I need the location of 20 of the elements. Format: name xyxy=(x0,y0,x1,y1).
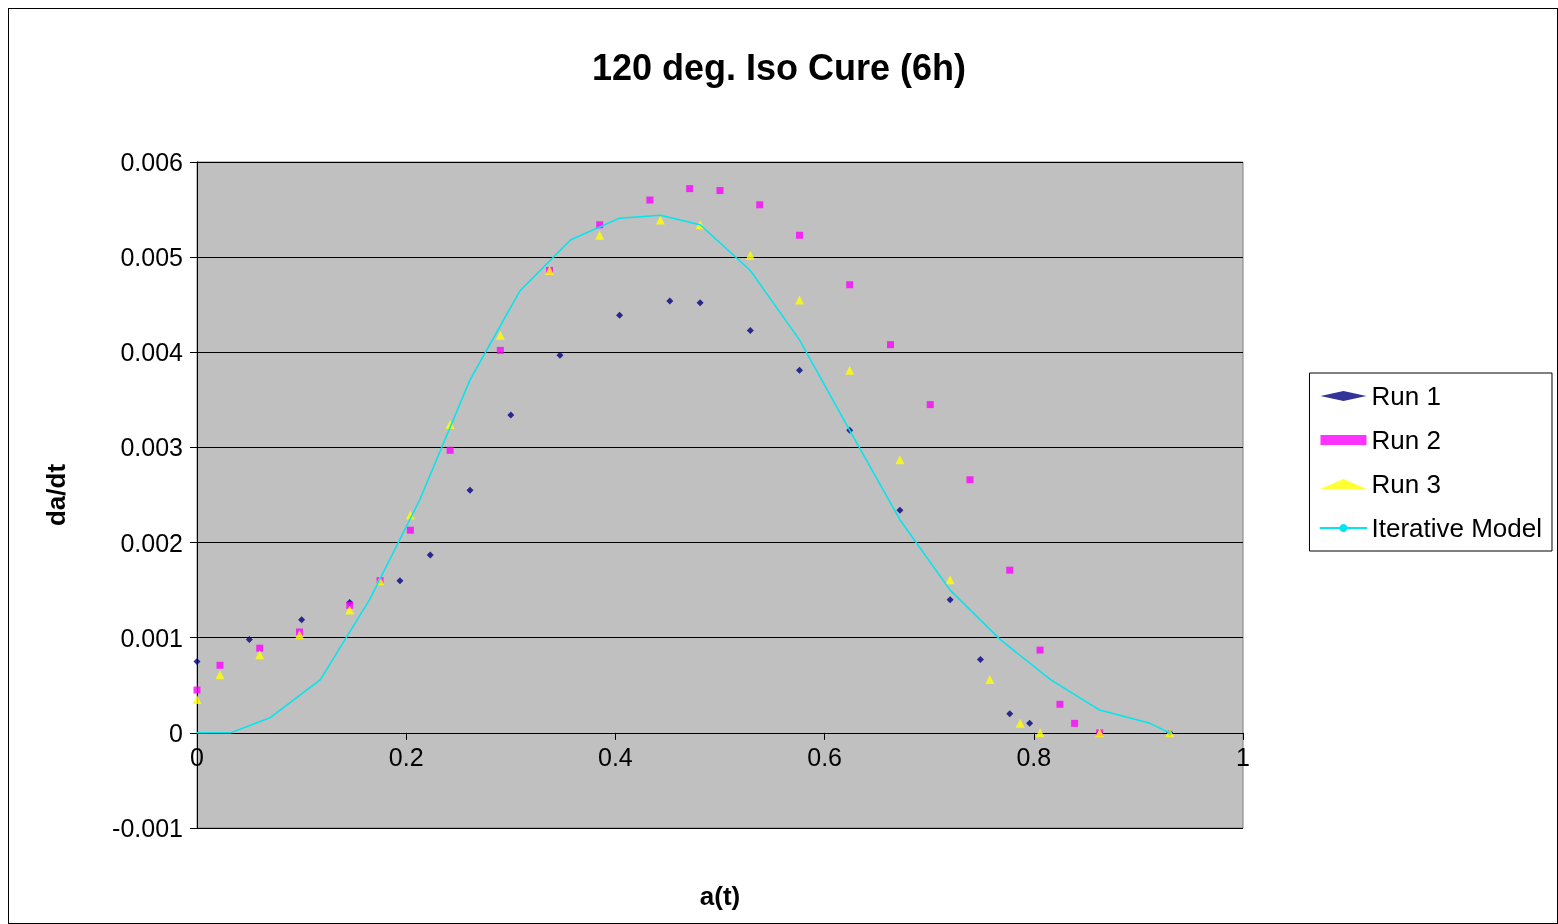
x-axis-title: a(t) xyxy=(699,881,741,911)
y-tick-label: 0.003 xyxy=(120,433,183,462)
x-tick-label: 0.6 xyxy=(807,743,842,772)
x-tick-label: 1 xyxy=(1236,743,1250,772)
y-tick-label: 0.004 xyxy=(120,338,184,367)
y-tick-label: 0.002 xyxy=(120,528,183,557)
y-tick-label: 0 xyxy=(169,718,183,747)
legend-label: Run 2 xyxy=(1371,425,1441,455)
y-tick-label: 0.001 xyxy=(120,623,183,652)
y-tick-label: 0.006 xyxy=(120,148,183,176)
y-tick-label: -0.001 xyxy=(112,814,183,842)
x-tick-label: 0.2 xyxy=(388,743,424,772)
y-tick-label: 0.005 xyxy=(120,243,183,272)
y-axis-title: da/dt xyxy=(41,463,71,527)
legend-label: Run 3 xyxy=(1371,469,1441,499)
x-tick-label: 0.8 xyxy=(1016,743,1052,772)
legend-label: Run 1 xyxy=(1371,381,1441,411)
legend-label: Iterative Model xyxy=(1371,513,1543,543)
x-tick-label: 0.4 xyxy=(598,743,633,772)
chart-title: 120 deg. Iso Cure (6h) xyxy=(591,46,967,88)
